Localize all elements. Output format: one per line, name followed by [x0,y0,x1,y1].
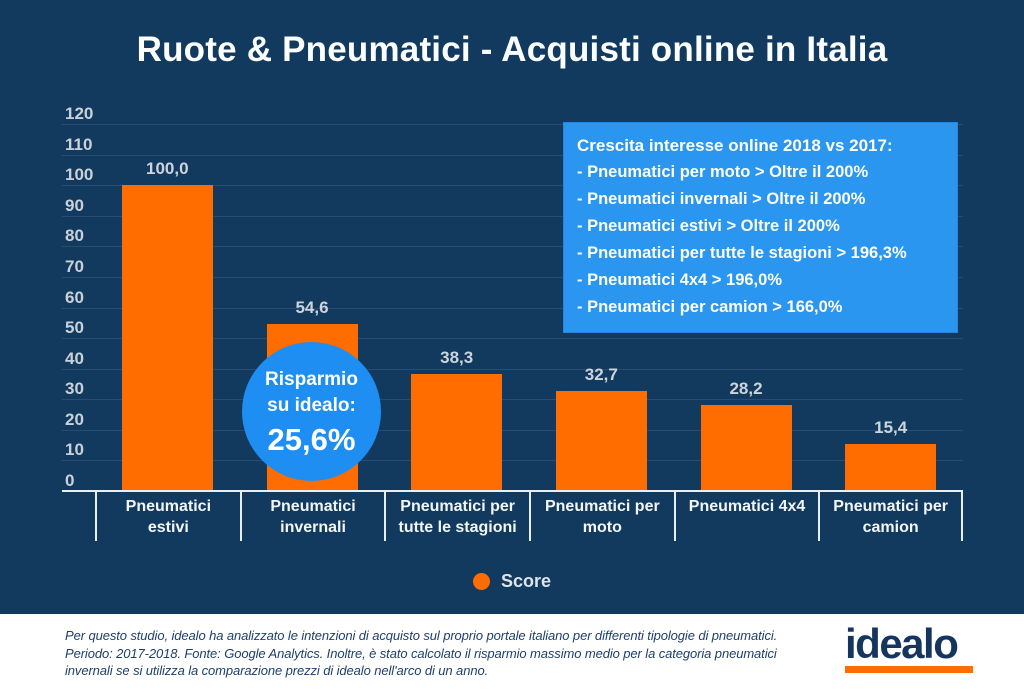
category-label: Pneumatici 4x4 [688,498,806,515]
bar-value-label: 32,7 [584,365,618,384]
gridline [62,154,963,156]
gridline [62,276,963,278]
bar [700,404,792,491]
chart-legend: Score [0,569,1024,593]
y-tick-label: 70 [65,256,84,276]
gridline [62,338,963,340]
gridline [62,368,963,370]
y-tick-label: 60 [65,287,84,307]
bar [411,373,503,491]
bar-value-label: 15,4 [874,417,908,437]
bar [121,185,213,491]
category-cell: Pneumatici invernali [239,492,385,541]
legend-score-dot-icon [472,572,490,590]
y-tick-label: 80 [65,226,84,246]
footer-line: invernali se si utilizza la comparazione… [65,663,489,678]
savings-badge-value: 25,6% [267,421,356,457]
footer: Per questo studio, idealo ha analizzato … [0,614,1024,695]
growth-info-title: Crescita interesse online 2018 vs 2017: [577,136,893,155]
savings-badge: Risparmio su idealo: 25,6% [242,342,381,481]
bar-value-label: 38,3 [440,347,474,367]
y-tick-label: 20 [65,409,84,429]
footer-line: Per questo studio, idealo ha analizzato … [65,628,778,643]
gridline [62,215,963,217]
gridline [62,399,963,401]
category-cell: Pneumatici per camion [818,492,963,541]
category-cell: Pneumatici per moto [529,492,674,541]
savings-badge-line1: Risparmio [265,368,358,390]
growth-info-items: - Pneumatici per moto > Oltre il 200% - P… [577,159,944,321]
growth-info-box: Crescita interesse online 2018 vs 2017: … [563,122,958,333]
gridline [62,460,963,462]
y-tick-label: 40 [65,348,84,368]
footer-note: Per questo studio, idealo ha analizzato … [65,627,777,680]
y-tick-label: 50 [65,318,84,338]
y-tick-label: 90 [65,195,84,215]
category-label: Pneumatici invernali [270,498,356,537]
y-tick-label: 0 [65,471,75,490]
growth-item: - Pneumatici 4x4 > 196,0% [577,271,782,289]
y-tick-label: 10 [65,440,84,460]
x-axis-line [62,490,963,492]
category-label: Pneumatici per camion [833,498,948,537]
growth-item: - Pneumatici estivi > Oltre il 200% [577,217,840,235]
bar [845,443,937,491]
legend-score-label: Score [500,570,552,591]
category-cell: Pneumatici per tutte le stagioni [384,492,529,541]
idealo-logo: idealo [845,622,975,673]
gridline [62,429,963,431]
bar-value-label: 54,6 [295,298,329,317]
idealo-logo-text: idealo [845,620,959,667]
y-tick-label: 30 [65,379,84,399]
growth-item: - Pneumatici per tutte le stagioni > 196… [577,244,907,262]
category-cell: Pneumatici 4x4 [673,492,819,541]
growth-item: - Pneumatici invernali > Oltre il 200% [577,190,866,208]
y-tick-label: 110 [65,134,93,154]
gridline [62,246,963,248]
gridline [62,307,963,309]
gridline [62,185,963,187]
bar-value-label: 100,0 [146,159,189,179]
bar-value-label: 28,2 [729,378,763,398]
gridline [62,124,963,125]
y-tick-label: 120 [65,104,94,123]
savings-badge-line2: su idealo: [267,394,356,416]
growth-item: - Pneumatici per moto > Oltre il 200% [577,163,869,181]
page-title: Ruote & Pneumatici - Acquisti online in … [136,30,888,69]
footer-line: Periodo: 2017-2018. Fonte: Google Analyt… [65,645,777,661]
y-tick-label: 100 [65,165,94,185]
category-label: Pneumatici per tutte le stagioni [398,498,517,537]
idealo-logo-underline [845,666,973,673]
bar [555,391,647,491]
category-label: Pneumatici per moto [544,498,660,537]
category-label: Pneumatici estivi [125,498,212,537]
category-cell: Pneumatici estivi [95,492,240,541]
growth-item: - Pneumatici per camion > 166,0% [577,298,843,316]
